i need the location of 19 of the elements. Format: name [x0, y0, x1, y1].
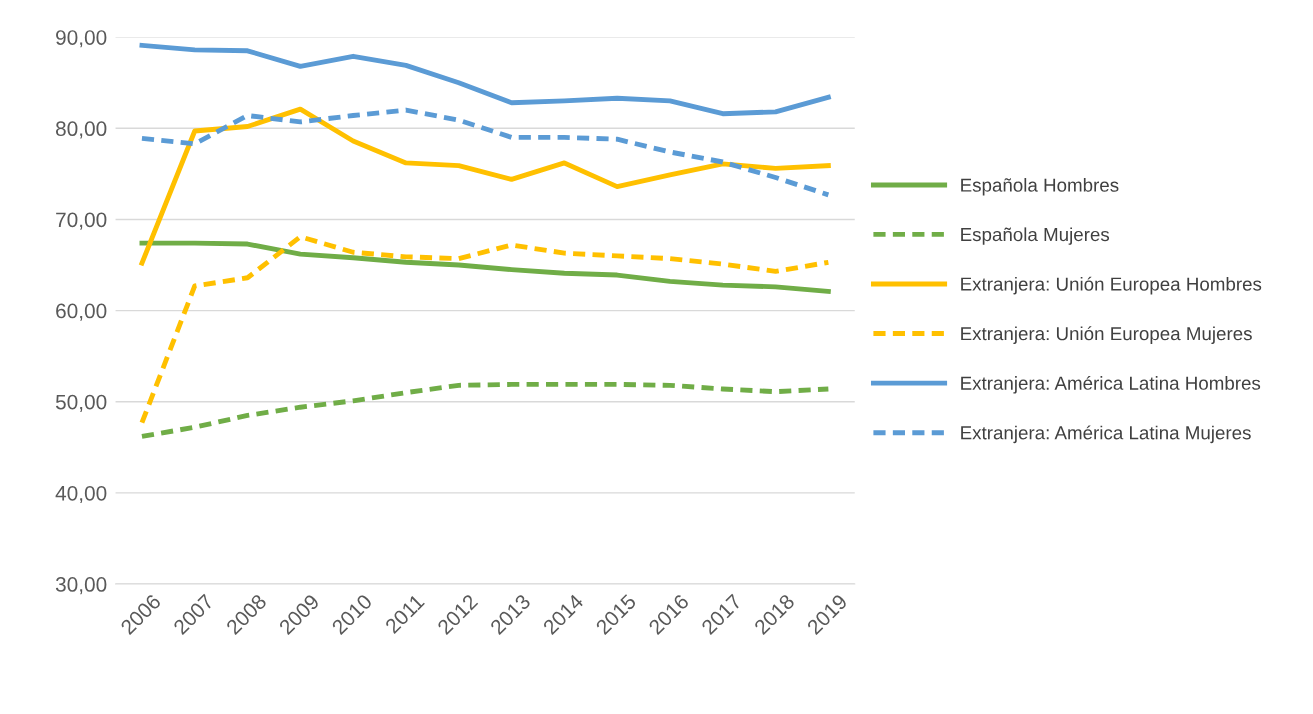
y-tick-label: 50,00	[55, 394, 107, 412]
y-tick-label: 80,00	[55, 121, 107, 139]
legend-label: Extranjera: Unión Europea Hombres	[961, 276, 1262, 295]
line-series	[139, 107, 831, 198]
line-series	[139, 42, 831, 117]
legend-label: Extranjera: América Latina Hombres	[961, 375, 1261, 394]
line-series	[139, 240, 831, 294]
y-tick-label: 60,00	[56, 303, 107, 321]
line-series	[139, 106, 831, 266]
y-tick-label: 90,00	[56, 30, 107, 48]
y-tick-label: 70,00	[56, 212, 107, 230]
line-series	[139, 234, 831, 426]
y-tick-label: 30,00	[55, 577, 107, 595]
legend-label: Extranjera: América Latina Mujeres	[961, 425, 1251, 444]
legend-label: Española Hombres	[961, 178, 1119, 196]
y-tick-label: 40,00	[55, 485, 107, 504]
line-series	[139, 381, 831, 439]
legend-label: Española Mujeres	[961, 227, 1110, 245]
legend-label: Extranjera: Unión Europea Mujeres	[961, 326, 1252, 345]
